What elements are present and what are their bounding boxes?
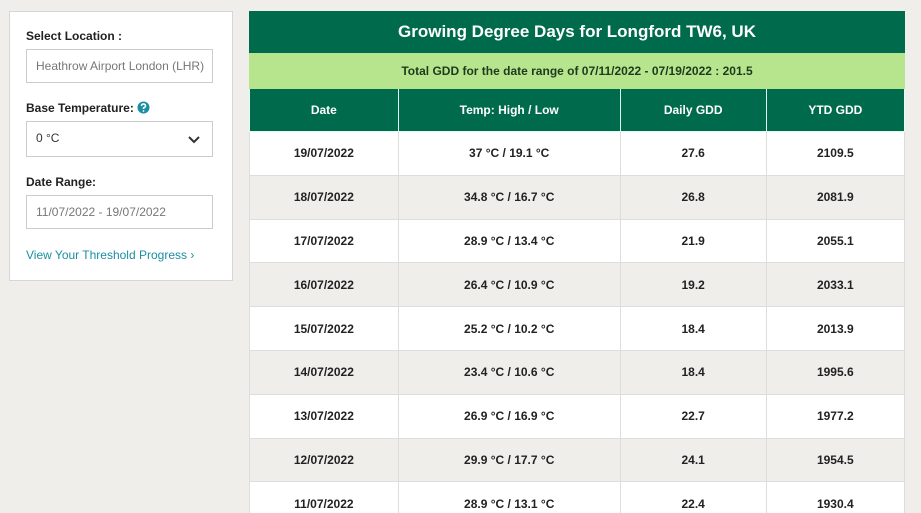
gdd-table: Growing Degree Days for Longford TW6, UK…	[249, 11, 906, 513]
help-icon[interactable]	[137, 101, 150, 114]
base-temp-value: 0 °C	[36, 131, 60, 145]
location-input[interactable]: Heathrow Airport London (LHR)	[26, 49, 213, 83]
table-cell: 28.9 °C / 13.1 °C	[397, 481, 621, 513]
column-header: Date	[249, 88, 399, 132]
table-cell: 11/07/2022	[249, 481, 399, 513]
table-title: Growing Degree Days for Longford TW6, UK	[249, 11, 905, 53]
table-cell: 26.4 °C / 10.9 °C	[397, 262, 621, 308]
table-cell: 28.9 °C / 13.4 °C	[397, 218, 621, 264]
table-cell: 26.9 °C / 16.9 °C	[397, 393, 621, 439]
chevron	[188, 136, 200, 144]
table-cell: 2081.9	[765, 174, 906, 220]
column-header: YTD GDD	[765, 88, 906, 132]
table-cell: 17/07/2022	[249, 218, 399, 264]
table-cell: 24.1	[619, 437, 767, 483]
table-cell: 18.4	[619, 306, 767, 351]
table-cell: 2109.5	[765, 131, 906, 176]
sidebar: Select Location : Heathrow Airport Londo…	[9, 11, 233, 281]
table-cell: 23.4 °C / 10.6 °C	[397, 349, 621, 395]
table-cell: 16/07/2022	[249, 262, 399, 308]
table-cell: 21.9	[619, 218, 767, 264]
table-row: 16/07/2022 26.4 °C / 10.9 °C 19.2 2033.1	[249, 262, 906, 308]
threshold-link[interactable]: View Your Threshold Progress ›	[26, 248, 195, 262]
table-summary: Total GDD for the date range of 07/11/20…	[249, 52, 905, 89]
table-row: 14/07/2022 23.4 °C / 10.6 °C 18.4 1995.6	[249, 349, 906, 395]
table-cell: 15/07/2022	[249, 306, 399, 351]
table-cell: 13/07/2022	[249, 393, 399, 439]
table-cell: 22.7	[619, 393, 767, 439]
base-temp-select[interactable]: 0 °C	[26, 121, 213, 157]
table-cell: 12/07/2022	[249, 437, 399, 483]
table-cell: 26.8	[619, 174, 767, 220]
location-label: Select Location :	[26, 29, 123, 43]
table-cell: 19/07/2022	[249, 131, 399, 176]
base-temp-text: Base Temperature:	[26, 101, 134, 115]
column-header: Temp: High / Low	[397, 88, 621, 132]
date-range-label: Date Range:	[26, 175, 97, 189]
table-cell: 2033.1	[765, 262, 906, 308]
table-cell: 18.4	[619, 349, 767, 395]
table-body: 19/07/2022 37 °C / 19.1 °C 27.6 2109.5 18/07…	[249, 131, 906, 513]
table-row: 11/07/2022 28.9 °C / 13.1 °C 22.4 1930.4	[249, 481, 906, 513]
column-header: Daily GDD	[619, 88, 767, 132]
table-cell: 19.2	[619, 262, 767, 308]
header-row: Date Temp: High / Low Daily GDD YTD GDD	[249, 88, 906, 132]
table-row: 12/07/2022 29.9 °C / 17.7 °C 24.1 1954.5	[249, 437, 906, 483]
table-cell: 25.2 °C / 10.2 °C	[397, 306, 621, 351]
table-cell: 2013.9	[765, 306, 906, 351]
table-cell: 1995.6	[765, 349, 906, 395]
table-cell: 37 °C / 19.1 °C	[397, 131, 621, 176]
table-cell: 1977.2	[765, 393, 906, 439]
table-cell: 14/07/2022	[249, 349, 399, 395]
table-cell: 34.8 °C / 16.7 °C	[397, 174, 621, 220]
table-row: 19/07/2022 37 °C / 19.1 °C 27.6 2109.5	[249, 131, 906, 176]
table-cell: 2055.1	[765, 218, 906, 264]
table-row: 18/07/2022 34.8 °C / 16.7 °C 26.8 2081.9	[249, 174, 906, 220]
table-cell: 27.6	[619, 131, 767, 176]
table-cell: 1954.5	[765, 437, 906, 483]
table-cell: 18/07/2022	[249, 174, 399, 220]
table-cell: 29.9 °C / 17.7 °C	[397, 437, 621, 483]
table-cell: 1930.4	[765, 481, 906, 513]
table-row: 17/07/2022 28.9 °C / 13.4 °C 21.9 2055.1	[249, 218, 906, 264]
table-row: 13/07/2022 26.9 °C / 16.9 °C 22.7 1977.2	[249, 393, 906, 439]
base-temp-label: Base Temperature:	[26, 101, 150, 115]
table-cell: 22.4	[619, 481, 767, 513]
date-range-input[interactable]: 11/07/2022 - 19/07/2022	[26, 195, 213, 229]
table-row: 15/07/2022 25.2 °C / 10.2 °C 18.4 2013.9	[249, 306, 906, 351]
